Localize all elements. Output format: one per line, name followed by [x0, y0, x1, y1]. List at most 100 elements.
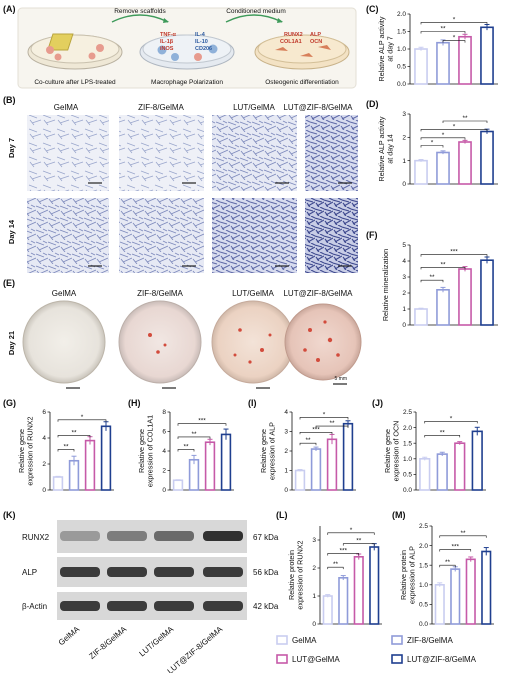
e-row-day21: Day 21	[7, 331, 16, 355]
y-tick-label: 1	[402, 306, 406, 313]
bar-0	[414, 159, 428, 185]
bar-2	[326, 438, 338, 491]
sig-label-3: *	[350, 527, 353, 534]
y-tick-label: 3	[312, 537, 316, 544]
y-tick-label: 0	[312, 621, 316, 628]
sig-bracket-0	[177, 449, 195, 452]
mineral-nodules	[148, 320, 340, 364]
marker-col1a1: COL1A1	[280, 39, 302, 45]
b-row-day14: Day 14	[7, 219, 16, 244]
y-tick-label: 3	[284, 429, 288, 436]
micrograph-day14-gelma	[27, 198, 109, 273]
sig-label-0: **	[440, 429, 446, 436]
sig-label-2: *	[81, 414, 84, 421]
sig-label-0: **	[183, 443, 189, 450]
legend-label-0: GelMA	[292, 636, 317, 645]
bar-3	[480, 130, 494, 185]
panel-label-j: (J)	[372, 398, 383, 408]
y-tick-label: 3	[402, 111, 406, 118]
e-header-lut: LUT/GelMA	[232, 289, 274, 298]
y-axis-label: Relative proteinexpression of RUNX2	[287, 540, 305, 609]
panel-label-e: (E)	[3, 278, 15, 288]
bar-0	[414, 308, 428, 326]
sig-label-0: *	[431, 140, 434, 147]
panel-label-m: (M)	[392, 510, 406, 520]
legend-label-2: LUT@GelMA	[292, 655, 340, 664]
e-scale-bars	[66, 383, 347, 389]
panel-label-h: (H)	[128, 398, 141, 408]
panel-label-c: (C)	[366, 4, 379, 14]
chart-l: (L) 0 1 2 3 Relative proteinexpression of RUN…	[276, 510, 382, 628]
blot-band	[203, 601, 243, 611]
y-tick-label: 0.5	[419, 602, 428, 609]
sig-bracket-0	[420, 279, 444, 283]
y-tick-label: 1	[312, 593, 316, 600]
blot-band	[107, 567, 147, 577]
y-tick-label: 1.5	[419, 562, 428, 569]
bar-1	[436, 288, 450, 326]
y-tick-label: 0	[162, 487, 166, 494]
sig-bracket-0	[442, 40, 466, 43]
blot-label-actin: β-Actin	[22, 602, 47, 611]
micrograph-day14-lutzif8	[305, 198, 358, 273]
y-axis-label: Relative geneexpression of RUNX2	[17, 416, 35, 485]
micrograph-day14-lut	[212, 198, 297, 273]
sig-bracket-2	[342, 543, 375, 546]
m2-markers: IL-4 IL-10 CD206	[195, 32, 212, 52]
micrograph-day7-zif8	[119, 115, 204, 191]
sig-bracket-2	[439, 535, 487, 538]
sig-bracket-1	[57, 435, 91, 438]
blot-band	[60, 601, 100, 611]
sig-label-1: ***	[312, 426, 320, 433]
y-tick-label: 4	[402, 258, 406, 265]
blot-band	[154, 601, 194, 611]
y-tick-label: 2.0	[397, 11, 406, 18]
bar-3	[480, 259, 494, 326]
bar-0	[52, 476, 64, 491]
sig-bracket-1	[420, 31, 466, 34]
marker-ocn: OCN	[310, 39, 322, 45]
y-tick-label: 0	[402, 181, 406, 188]
y-tick-label: 0.5	[397, 64, 406, 71]
bar-0	[294, 469, 306, 491]
y-axis-label: Relative geneexpression of ALP	[259, 422, 277, 480]
panel-label-d: (D)	[366, 99, 379, 109]
schematic-dish-1	[27, 33, 123, 70]
y-tick-label: 5	[402, 242, 406, 249]
bar-0	[172, 479, 184, 491]
y-tick-label: 1.5	[397, 29, 406, 36]
bar-2	[204, 441, 216, 491]
sig-label-0: **	[305, 437, 311, 444]
sig-bracket-3	[299, 417, 349, 420]
sig-label-2: ***	[198, 418, 206, 425]
sig-bracket-0	[327, 566, 344, 570]
lane-label-lut: LUT/GelMA	[137, 624, 175, 658]
sig-bracket-2	[420, 22, 488, 25]
blot-label-alp: ALP	[22, 568, 37, 577]
osteo-markers: RUNX2 ALP COL1A1 OCN	[280, 32, 322, 45]
sig-label-1: **	[71, 429, 77, 436]
bar-3	[480, 26, 494, 85]
bar-0	[434, 583, 445, 625]
sig-label-0: **	[63, 443, 69, 450]
blot-band	[154, 531, 194, 541]
sig-bracket-2	[315, 425, 349, 429]
y-tick-label: 0.5	[403, 472, 412, 479]
y-tick-label: 1.0	[419, 582, 428, 589]
blot-band	[154, 567, 194, 577]
b-header-gelma: GelMA	[54, 103, 79, 112]
legend-swatch-0	[276, 635, 288, 645]
step3-label: Osteogenic differentiation	[265, 79, 339, 86]
panel-label-g: (G)	[3, 398, 16, 408]
blot-band	[203, 567, 243, 577]
y-axis-label: Relative ALP activityat day 7	[377, 16, 395, 81]
sig-label-2: ***	[450, 249, 458, 256]
sig-bracket-0	[299, 442, 317, 446]
sig-label-2: **	[356, 538, 362, 545]
marker-il4: IL-4	[195, 32, 206, 38]
e-header-zif8: ZIF-8/GelMA	[137, 289, 183, 298]
micrograph-day14-zif8	[119, 198, 204, 273]
